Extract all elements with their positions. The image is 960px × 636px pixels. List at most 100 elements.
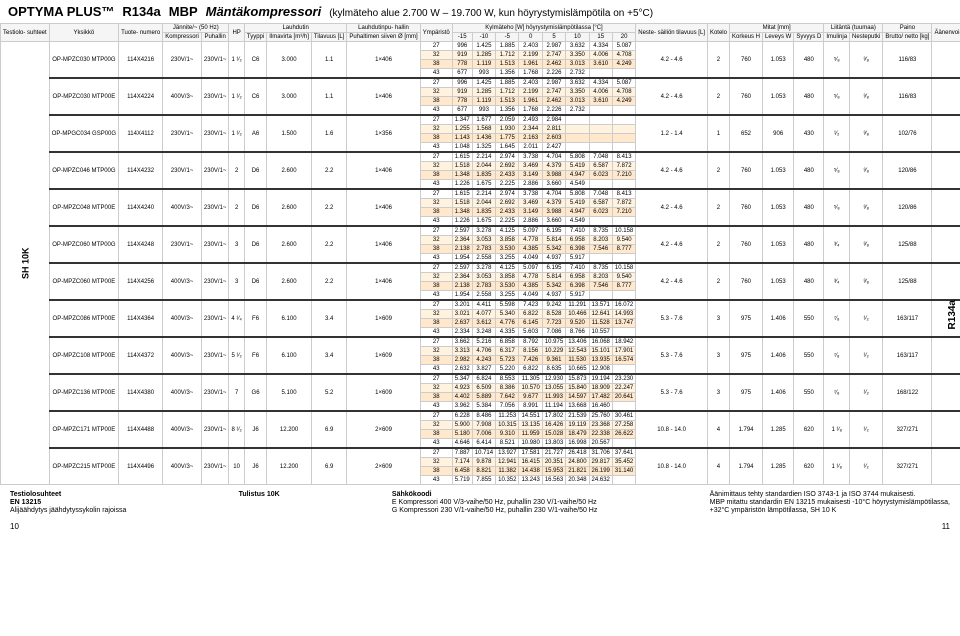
capacity-value: 2.462 <box>542 97 565 106</box>
capacity-value: 13.668 <box>566 402 589 412</box>
capacity-value: 6.824 <box>472 374 495 384</box>
case: 3 <box>707 300 729 337</box>
capacity-value <box>612 476 635 485</box>
capacity-value: 2.364 <box>452 273 472 282</box>
capacity-value: 8.553 <box>496 374 519 384</box>
capacity-value: 3.149 <box>519 208 542 217</box>
model-typ: D6 <box>244 263 266 300</box>
dim-h: 760 <box>729 189 762 226</box>
dim-w: 1.053 <box>763 78 794 115</box>
capacity-value: 2.886 <box>519 180 542 190</box>
capacity-value: 1.518 <box>452 162 472 171</box>
capacity-value <box>589 69 612 79</box>
capacity-value: 6.023 <box>589 171 612 180</box>
model-blade: 1×406 <box>347 78 420 115</box>
nesteputki: ¹⁄₂ <box>850 337 883 374</box>
capacity-value: 5.097 <box>519 263 542 273</box>
col-liitanta: Liitäntä (tuumaa) <box>824 24 883 33</box>
footer-left: Testiolosuhteet EN 13215 Alijäähdytys jä… <box>10 491 126 514</box>
capacity-value: 5.180 <box>452 430 472 439</box>
page-numbers: 10 11 <box>0 520 960 533</box>
footer: Testiolosuhteet EN 13215 Alijäähdytys jä… <box>0 485 960 520</box>
capacity-value: 1.513 <box>496 60 519 69</box>
dim-d: 550 <box>794 337 824 374</box>
capacity-value: 5.808 <box>566 189 589 199</box>
model-code: 114X4256 <box>119 263 163 300</box>
capacity-value: 10.975 <box>542 337 565 347</box>
model-typ: J6 <box>244 411 266 448</box>
capacity-value <box>566 134 589 143</box>
capacity-value <box>612 115 635 125</box>
dim-w: 1.053 <box>763 189 794 226</box>
model-comp: 230V/1~ <box>163 42 202 79</box>
page-right: 11 <box>942 522 950 531</box>
capacity-value: 2.597 <box>452 226 472 236</box>
capacity-value: 6.858 <box>496 337 519 347</box>
capacity-value: 3.738 <box>519 189 542 199</box>
capacity-value: 4.049 <box>519 291 542 301</box>
capacity-value: 13.406 <box>566 337 589 347</box>
nesteputki: ³⁄₈ <box>850 115 883 152</box>
weight: 116/83 <box>883 42 932 79</box>
capacity-value: 677 <box>452 69 472 79</box>
model-hp: 2 <box>229 189 244 226</box>
capacity-value: 4.704 <box>542 189 565 199</box>
capacity-value: 18.942 <box>612 337 635 347</box>
ambient-temp: 32 <box>420 199 452 208</box>
capacity-value: 5.342 <box>542 282 565 291</box>
weight: 116/83 <box>883 78 932 115</box>
ambient-temp: 27 <box>420 42 452 51</box>
ambient-temp: 27 <box>420 300 452 310</box>
capacity-value: 919 <box>452 51 472 60</box>
capacity-value: 31.706 <box>589 448 612 458</box>
ambient-temp: 27 <box>420 226 452 236</box>
capacity-value: 13.927 <box>496 448 519 458</box>
capacity-value: 2.747 <box>542 88 565 97</box>
imulinja: ¹⁄₂ <box>824 115 850 152</box>
capacity-value: 3.660 <box>542 180 565 190</box>
capacity-value <box>612 365 635 375</box>
capacity-value: 2.138 <box>452 245 472 254</box>
capacity-value: 2.344 <box>519 125 542 134</box>
model-air: 2.600 <box>267 226 312 263</box>
weight: 163/117 <box>883 337 932 374</box>
table-row: OP-MPZC108 MTP00E114X4372400V/3~230V/1~5… <box>1 337 960 347</box>
capacity-value: 4.006 <box>589 51 612 60</box>
dim-d: 550 <box>794 300 824 337</box>
model-air: 2.600 <box>267 263 312 300</box>
capacity-value: 2.433 <box>496 208 519 217</box>
capacity-value: 16.563 <box>542 476 565 485</box>
table-row: OP-MPZC215 MTP00E114X4496400V/3~230V/1~1… <box>1 448 960 458</box>
model-air: 2.600 <box>267 189 312 226</box>
capacity-value: 8.413 <box>612 152 635 162</box>
capacity-value: 21.727 <box>542 448 565 458</box>
model-fan: 230V/1~ <box>201 337 229 374</box>
capacity-value: 6.822 <box>519 365 542 375</box>
model-vol: 2.2 <box>311 226 346 263</box>
ambient-temp: 38 <box>420 171 452 180</box>
tank: 5.3 - 7.6 <box>636 374 708 411</box>
table-row: OP-MPZC171 MTP00E114X4488400V/3~230V/1~8… <box>1 411 960 421</box>
footer-right1: E Kompressori 400 V/3-vaihe/50 Hz, puhal… <box>392 499 597 506</box>
dim-w: 906 <box>763 115 794 152</box>
capacity-value: 10.714 <box>472 448 495 458</box>
capacity-value: 1.285 <box>472 51 495 60</box>
imulinja: ⁷⁄₈ <box>824 300 850 337</box>
capacity-value: 16.415 <box>519 458 542 467</box>
model-air: 5.100 <box>267 374 312 411</box>
capacity-value: 1.930 <box>496 125 519 134</box>
col-leveys: Leveys W <box>763 33 794 42</box>
capacity-value: 2.199 <box>519 51 542 60</box>
dim-w: 1.053 <box>763 152 794 189</box>
capacity-value <box>612 143 635 153</box>
capacity-value: 8.486 <box>472 411 495 421</box>
capacity-value: 1.835 <box>472 171 495 180</box>
capacity-value: 11.253 <box>496 411 519 421</box>
model-blade: 1×406 <box>347 42 420 79</box>
case: 2 <box>707 42 729 79</box>
model-code: 114X4240 <box>119 189 163 226</box>
spec-table: Testiolo- suhteet Yksikkö Tuote- numero … <box>0 23 960 485</box>
capacity-value: 996 <box>452 78 472 88</box>
capacity-value: 1.226 <box>452 217 472 227</box>
table-row: OP-MPZC060 MTP00G114X4248230V/1~230V/1~3… <box>1 226 960 236</box>
